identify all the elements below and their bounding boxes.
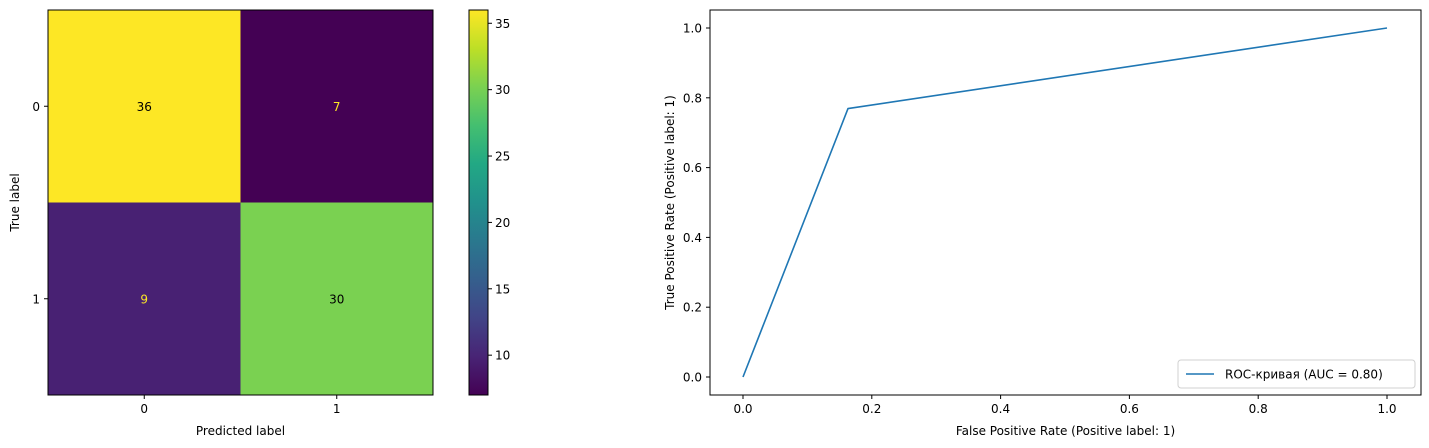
confusion-matrix-value-1-0: 9 [140,292,148,306]
confusion-matrix-y-ticks: 01 [32,100,48,306]
confusion-matrix-value-1-1: 30 [329,292,344,306]
roc-y-tick-label-4: 0.8 [683,91,702,105]
roc-y-tick-label-5: 1.0 [683,22,702,36]
roc-x-tick-label-0: 0.0 [733,402,752,416]
confusion-matrix-cell-1-1 [240,202,433,395]
colorbar-gradient [468,9,489,396]
roc-axes-frame [709,9,1422,396]
roc-lines [742,27,1388,378]
roc-x-tick-label-4: 0.8 [1249,402,1268,416]
roc-panel: 0.0 0.2 0.4 0.6 0.8 1.0 0.0 0.2 0.4 0.6 0.8 1.0 Fa… [663,9,1422,438]
confusion-matrix-cell-1-0 [48,202,241,395]
roc-legend-box [1177,359,1416,389]
confusion-matrix-cell-0-1 [240,10,433,203]
colorbar-tick-label-1: 15 [495,282,510,296]
roc-y-tick-label-0: 0.0 [683,371,702,385]
roc-y-tick-label-2: 0.4 [683,231,702,245]
roc-x-ticks: 0.0 0.2 0.4 0.6 0.8 1.0 [733,395,1397,416]
colorbar: 10 15 20 25 30 35 [468,9,510,396]
confusion-matrix-value-0-1: 7 [333,100,341,114]
confusion-matrix-cell-0-0 [48,10,241,203]
confusion-matrix-annotations: 36 7 9 30 [137,100,345,307]
colorbar-tick-label-5: 35 [495,17,510,31]
confusion-matrix-value-0-0: 36 [137,100,152,114]
roc-legend-label: ROC-кривая (AUC = 0.80) [1225,368,1383,382]
confusion-matrix-y-label: True label [8,173,22,232]
roc-x-tick-label-2: 0.4 [991,402,1010,416]
roc-x-tick-label-3: 0.6 [1120,402,1139,416]
cm-x-tick-label-0: 0 [140,402,148,416]
confusion-matrix-cells [48,10,433,395]
roc-x-tick-label-1: 0.2 [862,402,881,416]
roc-y-ticks: 0.0 0.2 0.4 0.6 0.8 1.0 [683,22,710,385]
roc-curve-line-0 [742,27,1388,378]
roc-x-label: False Positive Rate (Positive label: 1) [956,424,1175,438]
roc-y-tick-label-3: 0.6 [683,161,702,175]
cm-x-tick-label-1: 1 [333,402,341,416]
roc-legend: ROC-кривая (AUC = 0.80) [1177,359,1416,389]
colorbar-tick-label-0: 10 [495,349,510,363]
colorbar-tick-label-4: 30 [495,83,510,97]
confusion-matrix-x-label: Predicted label [196,424,285,438]
colorbar-tick-label-2: 20 [495,216,510,230]
roc-y-tick-label-1: 0.2 [683,301,702,315]
cm-y-tick-label-0: 0 [32,100,40,114]
roc-x-tick-label-5: 1.0 [1377,402,1396,416]
cm-y-tick-label-1: 1 [32,292,40,306]
confusion-matrix-frame [47,9,434,396]
colorbar-ticks: 10 15 20 25 30 35 [488,17,510,363]
roc-y-label: True Positive Rate (Positive label: 1) [663,95,677,311]
colorbar-tick-label-3: 25 [495,150,510,164]
